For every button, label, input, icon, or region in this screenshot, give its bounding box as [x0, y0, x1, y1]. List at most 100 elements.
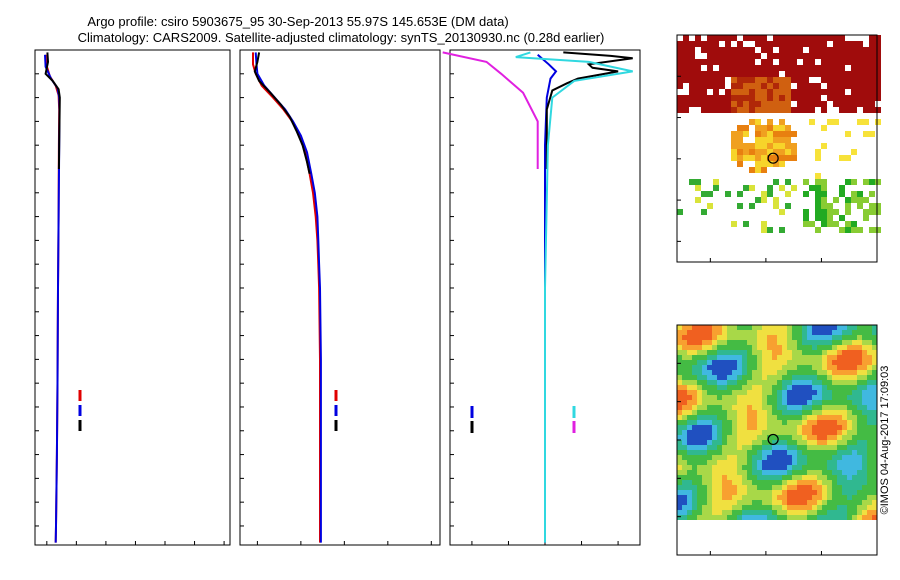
sst-cell — [875, 77, 881, 83]
sla-cell — [742, 495, 747, 500]
sla-cell — [777, 370, 782, 375]
sla-cell — [802, 350, 807, 355]
sst-cell — [803, 59, 809, 65]
sst-cell — [689, 95, 695, 101]
sst-cell — [839, 185, 845, 191]
sla-cell — [727, 330, 732, 335]
sst-cell — [851, 149, 857, 155]
sla-cell — [782, 335, 787, 340]
sst-cell — [863, 47, 869, 53]
sla-cell — [787, 515, 792, 520]
sla-cell — [812, 460, 817, 465]
sla-cell — [722, 370, 727, 375]
sla-cell — [747, 335, 752, 340]
sla-cell — [847, 500, 852, 505]
sla-cell — [717, 465, 722, 470]
sla-cell — [697, 510, 702, 515]
sla-cell — [842, 330, 847, 335]
sla-cell — [692, 350, 697, 355]
sla-cell — [842, 340, 847, 345]
sla-cell — [722, 430, 727, 435]
sst-cell — [701, 101, 707, 107]
sla-cell — [792, 470, 797, 475]
sla-cell — [727, 515, 732, 520]
sla-cell — [797, 425, 802, 430]
sla-cell — [812, 485, 817, 490]
sst-cell — [755, 95, 761, 101]
sla-cell — [782, 410, 787, 415]
sst-cell — [797, 47, 803, 53]
sla-cell — [867, 455, 872, 460]
sla-cell — [707, 475, 712, 480]
sst-cell — [863, 95, 869, 101]
sla-cell — [832, 360, 837, 365]
sst-cell — [857, 227, 863, 233]
sst-cell — [839, 35, 845, 41]
sla-cell — [752, 465, 757, 470]
sla-cell — [822, 450, 827, 455]
sla-cell — [867, 390, 872, 395]
sla-cell — [732, 420, 737, 425]
sst-cell — [695, 185, 701, 191]
sla-cell — [777, 350, 782, 355]
sla-cell — [847, 395, 852, 400]
sla-cell — [827, 440, 832, 445]
sla-cell — [702, 340, 707, 345]
sla-cell — [822, 380, 827, 385]
sst-cell — [857, 119, 863, 125]
sst-cell — [701, 209, 707, 215]
sla-cell — [697, 360, 702, 365]
sst-cell — [839, 89, 845, 95]
sla-cell — [852, 460, 857, 465]
sla-cell — [682, 435, 687, 440]
sla-cell — [677, 355, 682, 360]
sla-cell — [852, 465, 857, 470]
sla-cell — [807, 425, 812, 430]
sla-cell — [737, 495, 742, 500]
sla-cell — [787, 335, 792, 340]
sst-cell — [767, 137, 773, 143]
sla-cell — [747, 425, 752, 430]
sla-cell — [827, 425, 832, 430]
sst-cell — [797, 71, 803, 77]
sla-cell — [847, 430, 852, 435]
sla-cell — [837, 475, 842, 480]
sla-cell — [847, 415, 852, 420]
sla-cell — [802, 330, 807, 335]
sla-cell — [757, 385, 762, 390]
sla-cell — [782, 495, 787, 500]
sla-cell — [872, 430, 877, 435]
sla-cell — [782, 515, 787, 520]
sst-cell — [749, 71, 755, 77]
sla-cell — [767, 355, 772, 360]
sla-cell — [857, 500, 862, 505]
sst-cell — [743, 47, 749, 53]
sla-cell — [817, 380, 822, 385]
sla-cell — [747, 500, 752, 505]
sla-cell — [782, 470, 787, 475]
sst-cell — [845, 71, 851, 77]
sla-cell — [842, 395, 847, 400]
sst-cell — [749, 89, 755, 95]
sst-cell — [815, 203, 821, 209]
sla-cell — [702, 460, 707, 465]
sla-cell — [807, 515, 812, 520]
sst-cell — [749, 143, 755, 149]
sla-cell — [752, 340, 757, 345]
sla-cell — [722, 465, 727, 470]
sst-cell — [731, 89, 737, 95]
sla-cell — [782, 485, 787, 490]
sla-cell — [742, 505, 747, 510]
sla-cell — [772, 515, 777, 520]
sla-cell — [842, 440, 847, 445]
sla-cell — [727, 440, 732, 445]
sst-cell — [707, 77, 713, 83]
sla-cell — [767, 425, 772, 430]
sst-cell — [791, 89, 797, 95]
sla-cell — [707, 340, 712, 345]
sst-cell — [749, 83, 755, 89]
sst-cell — [761, 65, 767, 71]
sla-cell — [687, 400, 692, 405]
sst-cell — [719, 53, 725, 59]
sla-cell — [802, 400, 807, 405]
